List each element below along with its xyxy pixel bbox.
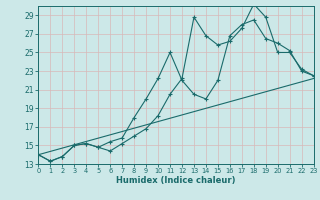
X-axis label: Humidex (Indice chaleur): Humidex (Indice chaleur): [116, 176, 236, 185]
